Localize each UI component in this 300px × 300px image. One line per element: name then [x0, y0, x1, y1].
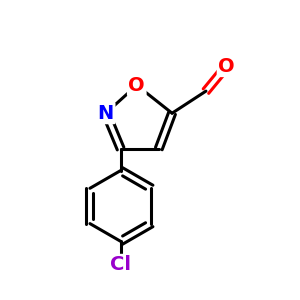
Text: O: O	[128, 76, 145, 95]
Text: Cl: Cl	[110, 255, 131, 274]
Text: N: N	[98, 104, 114, 123]
Text: O: O	[218, 57, 235, 76]
